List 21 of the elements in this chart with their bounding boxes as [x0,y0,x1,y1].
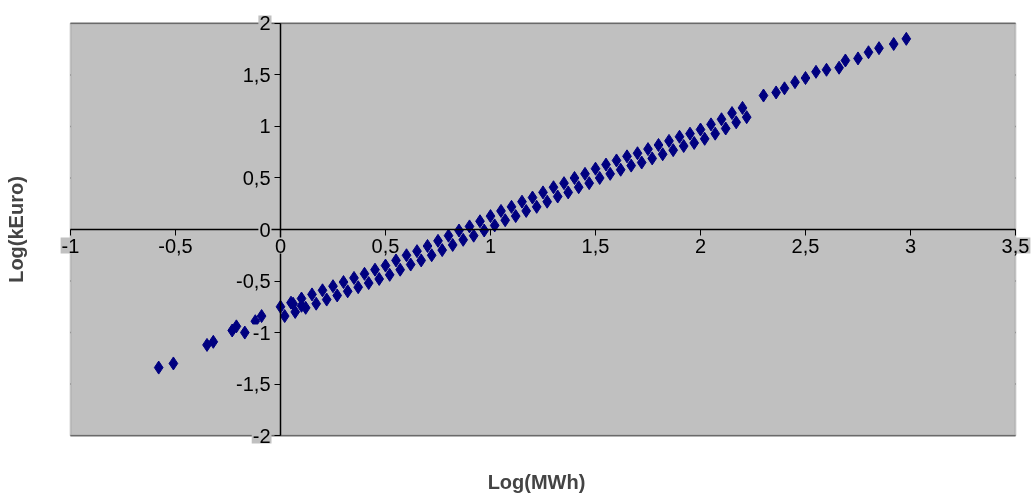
x-tick-label: 3 [904,234,917,257]
y-tick-label: 1 [259,115,271,138]
x-tick-label: 2,5 [791,234,820,257]
x-tick-label: 1,5 [581,234,610,257]
y-tick-label: 0,5 [242,166,271,189]
x-tick-label: -1 [61,234,80,257]
x-axis-title: Log(MWh) [487,470,586,493]
y-axis-title: Log(kEuro) [4,176,27,283]
y-tick-label: -1 [252,321,271,344]
y-tick-label: -1,5 [236,373,271,396]
y-tick-label: 2 [259,12,271,35]
x-tick-label: 1 [484,234,497,257]
y-tick-label: -0,5 [236,270,271,293]
x-tick-label: 3,5 [1001,234,1030,257]
y-tick-label: 0 [259,218,271,241]
x-tick-label: 2 [694,234,707,257]
x-tick-label: -0,5 [158,234,193,257]
y-tick-label: -2 [252,424,271,447]
x-tick-label: 0 [274,234,287,257]
y-tick-label: 1,5 [242,63,271,86]
x-tick-label: 0,5 [371,234,400,257]
